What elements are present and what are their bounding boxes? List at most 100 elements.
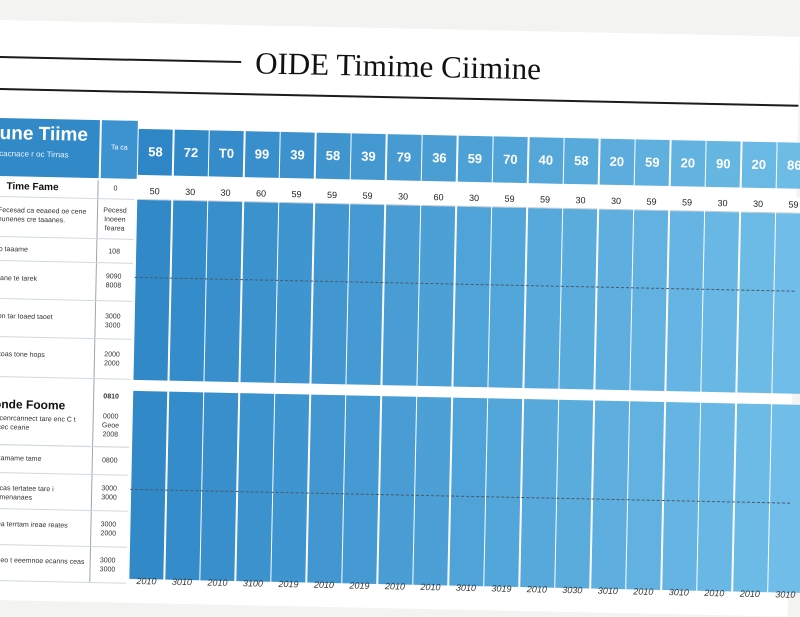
- row-label: iaea terrtam ireae reates: [0, 520, 68, 530]
- timeline-column-lower: [697, 402, 736, 592]
- table-row: tecenrcannect tare enc C t ecec cearie 0…: [0, 405, 130, 448]
- column-header: 58: [315, 132, 351, 180]
- side-header: Ta ca: [100, 120, 138, 179]
- section-title-value: 0: [113, 185, 118, 193]
- column-subheader: 59: [492, 190, 527, 209]
- title-rule-right: [0, 87, 799, 107]
- timeline-column-lower: [768, 404, 800, 593]
- page-title: OIDE Timime Ciimine: [254, 45, 542, 87]
- column-header: 20: [599, 138, 635, 186]
- column-subheader: 30: [385, 188, 421, 206]
- timeline-column-upper: [736, 212, 776, 394]
- timeline-column-upper: [310, 203, 350, 385]
- timeline-column-lower: [555, 399, 594, 589]
- timeline-column-lower: [590, 400, 630, 590]
- left-header-block: une Tiime cacnace r oc Tirnas: [0, 117, 100, 179]
- timeline-column-lower: [235, 393, 275, 582]
- timeline-column-lower: [271, 393, 310, 583]
- column-footer-label: 2010: [739, 588, 760, 600]
- table-row: Fecesad ca eeaeed oe cene eunenes cre ta…: [0, 197, 135, 240]
- column-footer-label: 3019: [491, 583, 512, 594]
- timeline-column-lower: [484, 398, 523, 587]
- column-subheader: 59: [669, 194, 705, 212]
- column-subheader: 60: [243, 185, 279, 203]
- timeline-column-upper: [488, 207, 527, 389]
- timeline-column-upper: [204, 201, 243, 383]
- timeline-column-upper: [665, 211, 705, 392]
- column-header: 20: [741, 141, 777, 189]
- column-footer-label: 2010: [136, 575, 157, 587]
- column-subheader: 30: [740, 195, 776, 214]
- left-header-title: une Tiime: [0, 123, 89, 146]
- column-subheader: 59: [527, 191, 563, 209]
- column-subheader: 59: [279, 185, 314, 204]
- timeline-column-upper: [452, 206, 492, 388]
- row-value: 0800: [101, 457, 118, 465]
- column-subheader: 59: [634, 193, 669, 212]
- timeline-sheet: OIDE Timime Ciimine une Tiime cacnace r …: [0, 20, 800, 617]
- column-footer-label: 2010: [420, 581, 441, 593]
- row-value: Pecesd Inoeen fearea: [103, 207, 127, 233]
- column-header: 20: [670, 140, 706, 187]
- side-header-label: Ta ca: [110, 144, 128, 152]
- column-footer-label: 3010: [775, 589, 796, 600]
- row-value: 2000 2000: [103, 351, 120, 368]
- column-footer-label: 2010: [526, 584, 547, 595]
- timeline-column-lower: [306, 394, 346, 584]
- column-header: 90: [705, 140, 742, 188]
- table-row: cecas tertatee tare i cemenanaes 3000 30…: [0, 473, 129, 512]
- table-row: fiane te tarek 9090 8008: [0, 261, 133, 302]
- column-footer-label: 2010: [384, 581, 406, 592]
- left-header-subtitle: cacnace r oc Tirnas: [0, 149, 69, 160]
- timeline-column-upper: [630, 210, 669, 392]
- timeline-column-upper: [381, 205, 421, 386]
- table-row: ton tar toaed taoet 3000 3000: [0, 299, 133, 340]
- row-label: lo taaame: [0, 245, 29, 254]
- column-footer-label: 3010: [171, 576, 193, 588]
- timeline-column-upper: [523, 208, 563, 389]
- column-header: 70: [492, 136, 529, 184]
- section-title: Time Fame: [6, 181, 59, 194]
- timeline-column-lower: [129, 390, 168, 580]
- timeline-column-upper: [417, 205, 456, 387]
- timeline-column-lower: [661, 402, 701, 591]
- row-label: n tamame tame: [0, 455, 42, 463]
- row-value: 9090 8008: [105, 273, 122, 290]
- row-label: fiane te tarek: [0, 274, 38, 283]
- column-footer-label: 3100: [242, 578, 264, 589]
- timeline-column-upper: [346, 204, 385, 386]
- column-header: 58: [563, 137, 600, 185]
- timeline-column-upper: [772, 213, 800, 394]
- column-header: 39: [279, 131, 316, 179]
- section-title-value: 0810: [103, 393, 119, 401]
- title-rule-left: [0, 55, 242, 64]
- column-header: T0: [208, 130, 245, 178]
- row-value: 3000 2000: [100, 521, 117, 538]
- table-row: iaea terrtam ireae reates 3000 2000: [0, 509, 128, 548]
- column-subheader: 60: [421, 188, 456, 207]
- row-label: cecas tertatee tare i cemenanaes: [0, 484, 54, 502]
- table-row: lo taaame 108: [0, 237, 134, 264]
- row-label: tecenrcannect tare enc C t ecec cearie: [0, 414, 76, 432]
- timeline-column-lower: [732, 403, 772, 593]
- column-footer-label: 2019: [278, 578, 299, 590]
- table-row: tarieo t eeemnoe ecanns ceas 3000 3000: [0, 545, 127, 584]
- row-value: 3000 3000: [104, 313, 121, 330]
- column-footer-label: 2010: [633, 586, 654, 597]
- column-header: 79: [386, 134, 422, 181]
- timeline-column-lower: [413, 396, 452, 586]
- column-footer-label: 2019: [349, 580, 370, 591]
- column-footer-label: 2010: [704, 587, 725, 599]
- timeline-column-upper: [594, 209, 634, 391]
- column-header: 58: [137, 128, 174, 176]
- column-header: 72: [173, 129, 209, 177]
- row-value: 0000 Geoe 2008: [101, 413, 120, 439]
- timeline-column-upper: [275, 202, 314, 384]
- column-header: 39: [350, 133, 387, 181]
- column-subheader: 59: [350, 187, 385, 206]
- column-footer-label: 3010: [455, 582, 477, 594]
- column-subheader: 30: [456, 189, 492, 208]
- row-value: 3000 3000: [99, 557, 116, 574]
- column-subheader: 30: [598, 192, 634, 211]
- column-footer-label: 3010: [597, 585, 618, 597]
